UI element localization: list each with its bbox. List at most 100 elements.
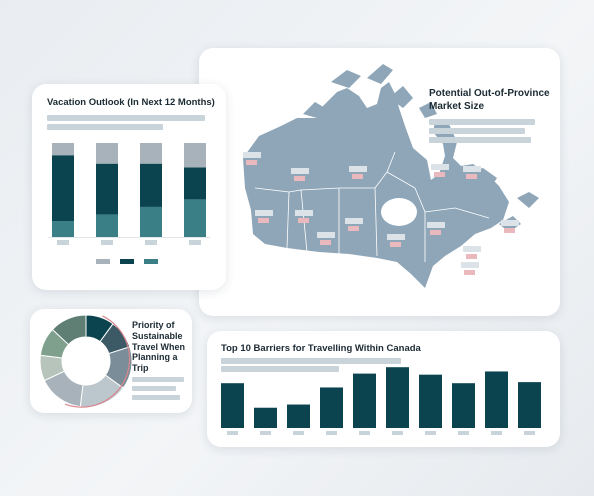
vacation-tick-label-placeholder [145,240,157,245]
vacation-card: Vacation Outlook (In Next 12 Months) [32,84,226,290]
map-title: Potential Out-of-Province Market Size [429,88,550,113]
map-label-placeholder [255,210,273,216]
map-label-placeholder [431,164,449,170]
barrier-bar [320,387,343,428]
barrier-tick-label-placeholder [260,431,271,435]
barrier-tick-label-placeholder [293,431,304,435]
map-island [517,192,539,208]
vacation-bar-segment [140,143,162,164]
map-label-placeholder [349,166,367,172]
barrier-bar [452,383,475,428]
donut-title-line: Trip [132,363,149,374]
map-labels [243,152,519,275]
vacation-bar-segment [96,143,118,164]
barrier-tick-label-placeholder [491,431,502,435]
vacation-tick-label-placeholder [189,240,201,245]
donut-title-line: Travel When [132,341,186,352]
hudson-bay [381,198,417,226]
donut-chart [39,314,133,408]
vacation-bar-segment [184,199,206,237]
vacation-chart [48,143,210,264]
map-value-placeholder [320,240,331,245]
map-label-placeholder [463,246,481,252]
barriers-subtitle-placeholder [221,366,339,372]
map-value-placeholder [246,160,257,165]
barrier-bar [254,407,277,428]
map-island [331,70,361,88]
map-label-placeholder [243,152,261,158]
donut-highlight-arc [64,315,131,408]
barrier-bar [419,374,442,428]
donut-desc-placeholder [132,395,180,400]
map-value-placeholder [464,270,475,275]
map-value-placeholder [430,230,441,235]
map-value-placeholder [294,176,305,181]
donut-desc-placeholder [132,386,176,391]
donut-title-line: Sustainable [132,330,183,341]
barrier-bar [353,373,376,428]
barrier-tick-label-placeholder [425,431,436,435]
map-island [419,102,437,118]
donut-card: Priority of Sustainable Travel When Plan… [30,309,192,413]
barriers-subtitle-placeholder [221,358,401,364]
map-value-placeholder [352,174,363,179]
barrier-tick-label-placeholder [359,431,370,435]
vacation-bar-segment [140,206,162,237]
map-value-placeholder [504,228,515,233]
map-island [303,102,325,118]
map-island [367,64,393,84]
map-value-placeholder [434,172,445,177]
map-island [389,86,413,108]
map-value-placeholder [466,254,477,259]
map-newfoundland [467,168,497,190]
donut-title: Priority of Sustainable Travel When Plan… [132,320,185,374]
donut-title-line: Priority of [132,320,175,330]
barrier-tick-label-placeholder [524,431,535,435]
barrier-bar [518,382,541,428]
map-value-placeholder [298,218,309,223]
donut-title-line: Planning a [132,352,178,363]
vacation-bar-segment [184,143,206,168]
barrier-bar [386,367,409,428]
map-subtitle-placeholder [429,119,535,125]
vacation-bar-segment [52,143,74,156]
map-label-placeholder [427,222,445,228]
map-label-placeholder [345,218,363,224]
barrier-tick-label-placeholder [326,431,337,435]
vacation-bar-segment [184,167,206,200]
barrier-bar [221,383,244,428]
vacation-subtitle-placeholder [47,124,163,130]
donut-slice [51,314,87,346]
province-borders [254,151,490,262]
map-label-placeholder [501,220,519,226]
barrier-bar [485,371,508,428]
barrier-tick-label-placeholder [458,431,469,435]
barrier-tick-label-placeholder [227,431,238,435]
barrier-bar [287,404,310,428]
vacation-legend-swatch [96,259,110,264]
map-title-line1: Potential Out-of-Province [429,88,550,99]
barriers-title: Top 10 Barriers for Travelling Within Ca… [221,343,421,354]
vacation-tick-label-placeholder [101,240,113,245]
map-card: Potential Out-of-Province Market Size [199,48,560,316]
vacation-bar-segment [96,163,118,215]
map-value-placeholder [466,174,477,179]
map-subtitle-placeholder [429,137,531,143]
vacation-title: Vacation Outlook (In Next 12 Months) [47,97,215,108]
vacation-legend-swatch [144,259,158,264]
map-value-placeholder [348,226,359,231]
map-title-line2: Market Size [429,100,485,112]
map-label-placeholder [291,168,309,174]
vacation-tick-label-placeholder [57,240,69,245]
vacation-bar-segment [140,163,162,207]
map-label-placeholder [461,262,479,268]
map-value-placeholder [258,218,269,223]
map-subtitle-placeholder [429,128,525,134]
barriers-card: Top 10 Barriers for Travelling Within Ca… [207,331,560,447]
map-label-placeholder [463,166,481,172]
vacation-bar-segment [52,221,74,237]
map-label-placeholder [387,234,405,240]
barrier-tick-label-placeholder [392,431,403,435]
vacation-legend-swatch [120,259,134,264]
map-label-placeholder [317,232,335,238]
